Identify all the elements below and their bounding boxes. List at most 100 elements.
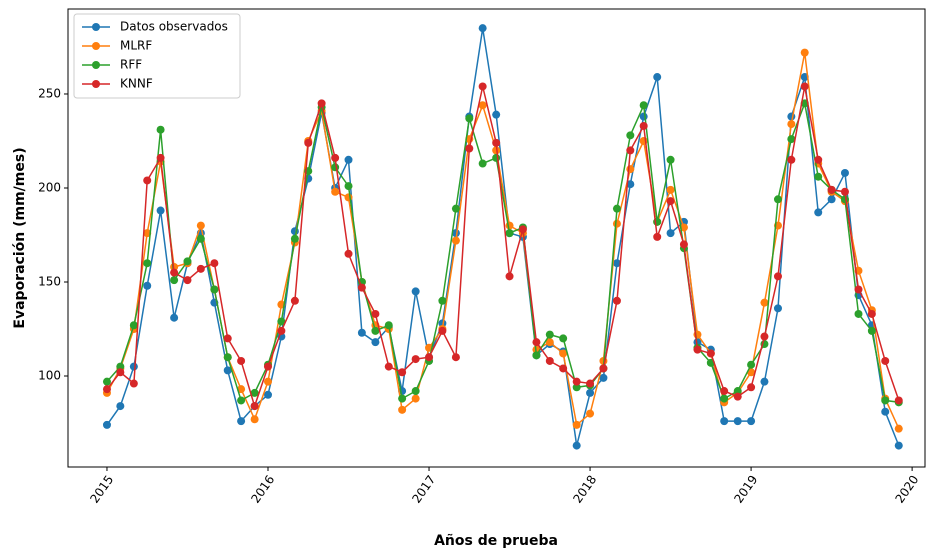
point [250, 402, 259, 411]
legend-label: Datos observados [120, 20, 228, 34]
point [357, 283, 366, 292]
point [532, 338, 541, 347]
point [263, 362, 272, 371]
point [787, 112, 796, 121]
legend-marker [92, 42, 100, 50]
point [344, 155, 353, 164]
point [773, 195, 782, 204]
point [317, 99, 326, 108]
point [102, 420, 111, 429]
point [747, 417, 756, 426]
point [129, 321, 138, 330]
point [371, 326, 380, 335]
point [666, 229, 675, 238]
point [465, 114, 474, 123]
point [129, 379, 138, 388]
point [411, 287, 420, 296]
point [384, 321, 393, 330]
point [143, 281, 152, 290]
point [492, 110, 501, 119]
point [156, 153, 165, 162]
point [787, 135, 796, 144]
point [572, 441, 581, 450]
point [639, 121, 648, 130]
point [854, 285, 863, 294]
point [760, 377, 769, 386]
point [129, 362, 138, 371]
point [881, 356, 890, 365]
point [773, 304, 782, 313]
point [116, 362, 125, 371]
legend-box [73, 13, 241, 99]
point [451, 353, 460, 362]
point [384, 362, 393, 371]
point [639, 112, 648, 121]
point [586, 379, 595, 388]
point [612, 259, 621, 268]
point [344, 249, 353, 258]
point [465, 144, 474, 153]
point [532, 351, 541, 360]
point [196, 264, 205, 273]
point [626, 146, 635, 155]
x-axis-label: Años de prueba [434, 533, 558, 549]
legend-marker [92, 23, 100, 31]
series-line [106, 52, 900, 429]
point [612, 204, 621, 213]
point [840, 168, 849, 177]
legend-label: KNNF [120, 77, 153, 91]
point [277, 326, 286, 335]
point [612, 296, 621, 305]
point [156, 125, 165, 134]
point [612, 219, 621, 228]
point [545, 338, 554, 347]
point [411, 394, 420, 403]
series [102, 82, 903, 411]
point [438, 296, 447, 305]
point [679, 223, 688, 232]
point [800, 48, 809, 57]
point [478, 101, 487, 110]
x-tick-label: 2016 [248, 473, 277, 506]
point [693, 345, 702, 354]
point [747, 360, 756, 369]
point [331, 187, 340, 196]
point [894, 396, 903, 405]
point [666, 185, 675, 194]
point [371, 309, 380, 318]
point [586, 388, 595, 397]
point [102, 385, 111, 394]
series-line [106, 100, 899, 404]
point [854, 309, 863, 318]
y-tick-label: 200 [38, 180, 61, 194]
point [545, 330, 554, 339]
point [559, 364, 568, 373]
point [250, 415, 259, 424]
point [438, 326, 447, 335]
point [653, 73, 662, 82]
y-axis-label: Evaporación (mm/mes) [12, 147, 28, 328]
point [653, 232, 662, 241]
point [706, 349, 715, 358]
x-tick-label: 2019 [731, 473, 760, 506]
point [626, 165, 635, 174]
point [679, 240, 688, 249]
point [478, 24, 487, 33]
x-tick-label: 2018 [570, 473, 599, 506]
point [263, 377, 272, 386]
point [492, 146, 501, 155]
point [210, 285, 219, 294]
point [505, 229, 514, 238]
series [102, 99, 903, 407]
point [170, 276, 179, 285]
point [599, 364, 608, 373]
point [263, 390, 272, 399]
y-tick-label: 250 [38, 86, 61, 100]
x-tick-label: 2017 [409, 473, 438, 506]
legend-label: MLRF [120, 39, 152, 53]
point [344, 193, 353, 202]
point [196, 221, 205, 230]
legend-marker [92, 61, 100, 69]
